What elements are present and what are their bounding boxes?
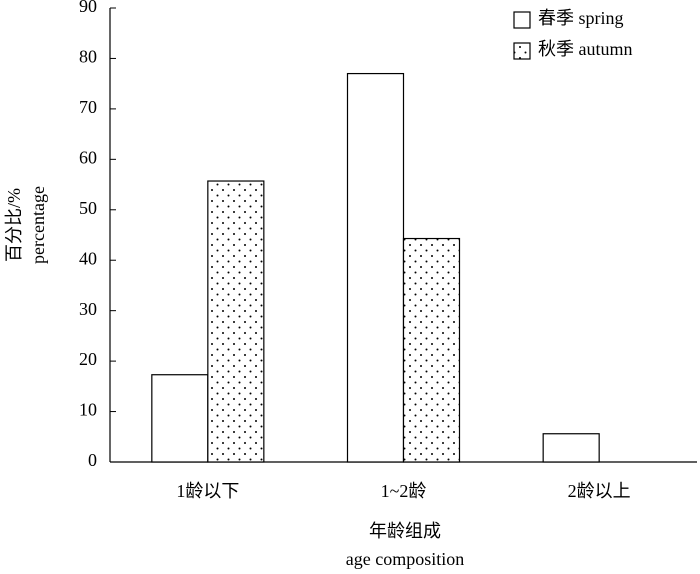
y-tick-label: 0	[88, 450, 97, 470]
y-tick-label: 40	[79, 248, 97, 268]
bar	[151, 374, 209, 463]
x-tick-label: 1龄以下	[176, 481, 239, 501]
y-tick-label: 80	[79, 47, 97, 67]
x-axis-title: age composition	[346, 549, 464, 569]
legend-swatch	[513, 42, 531, 60]
y-axis-title-cn: 百分比/%	[4, 188, 24, 262]
y-tick-label: 20	[79, 349, 97, 369]
x-axis-title-cn: 年龄组成	[369, 521, 441, 541]
legend-label: 秋季 autumn	[538, 39, 633, 59]
legend-label: 春季 spring	[538, 8, 624, 28]
y-tick-label: 50	[79, 198, 97, 218]
y-tick-label: 60	[79, 147, 97, 167]
y-tick-label: 70	[79, 97, 97, 117]
y-axis-title: percentage	[28, 186, 48, 264]
bar	[207, 180, 265, 463]
x-tick-label: 1~2龄	[381, 481, 427, 501]
legend-swatch	[513, 11, 531, 29]
bar	[542, 433, 600, 463]
bar	[346, 72, 405, 463]
y-tick-label: 10	[79, 400, 97, 420]
x-tick-label: 2龄以上	[568, 481, 631, 501]
y-tick-label: 30	[79, 299, 97, 319]
y-tick-label: 90	[79, 0, 97, 16]
bar	[402, 237, 461, 463]
